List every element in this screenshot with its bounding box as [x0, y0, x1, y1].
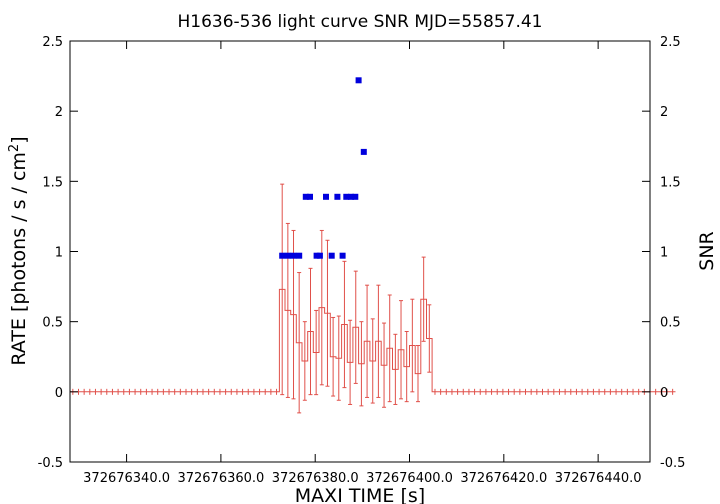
plot-frame	[69, 40, 651, 463]
snr-point	[296, 252, 303, 259]
x-tick-label: 372676400.0	[366, 471, 453, 486]
snr-point	[339, 252, 346, 259]
snr-point	[307, 193, 313, 200]
x-tick-label: 372676420.0	[460, 471, 547, 486]
y-tick-label-right: 0.5	[660, 316, 681, 331]
x-tick-label: 372676380.0	[272, 471, 359, 486]
snr-series	[279, 77, 367, 259]
y-tick-label-left: 0.5	[42, 316, 63, 331]
axes: -0.5 -0.5 0 0 0.5 0.5 1 1 1.5 1.5 2 2 2.5 2.5 37267634…	[38, 35, 686, 486]
rate-series	[70, 183, 676, 414]
snr-point	[343, 193, 350, 200]
snr-point	[313, 252, 320, 259]
snr-point	[355, 77, 362, 84]
y-tick-label-left: -0.5	[38, 456, 63, 471]
x-tick-label: 372676360.0	[177, 471, 264, 486]
snr-point	[352, 193, 359, 200]
y-tick-label-right: -0.5	[660, 456, 685, 471]
snr-point	[348, 193, 354, 200]
snr-point	[360, 148, 367, 155]
y-tick-label-left: 0	[55, 386, 63, 401]
y-axis-label-right: SNR	[696, 231, 718, 270]
y-tick-label-left: 2.5	[42, 35, 63, 50]
snr-point	[279, 252, 286, 259]
x-tick-label: 372676440.0	[555, 471, 642, 486]
snr-point	[328, 252, 335, 259]
y-tick-label-right: 1	[660, 246, 668, 261]
x-tick-label: 372676340.0	[83, 471, 170, 486]
y-axis-label-left: RATE [photons / s / cm2]	[7, 136, 30, 365]
snr-point	[334, 193, 341, 200]
snr-point	[290, 252, 297, 259]
y-tick-label-left: 1.5	[42, 175, 63, 190]
y-tick-label-right: 2.5	[660, 35, 681, 50]
y-tick-label-right: 1.5	[660, 175, 681, 190]
chart-title: H1636-536 light curve SNR MJD=55857.41	[177, 12, 542, 32]
x-axis-label: MAXI TIME [s]	[295, 485, 425, 504]
y-tick-label-right: 2	[660, 105, 668, 120]
snr-point	[323, 193, 329, 200]
snr-point	[284, 252, 291, 259]
snr-point	[316, 252, 323, 259]
y-tick-label-left: 1	[55, 246, 63, 261]
snr-point	[302, 193, 309, 200]
y-tick-label-right: 0	[660, 386, 668, 401]
y-tick-label-left: 2	[55, 105, 63, 120]
